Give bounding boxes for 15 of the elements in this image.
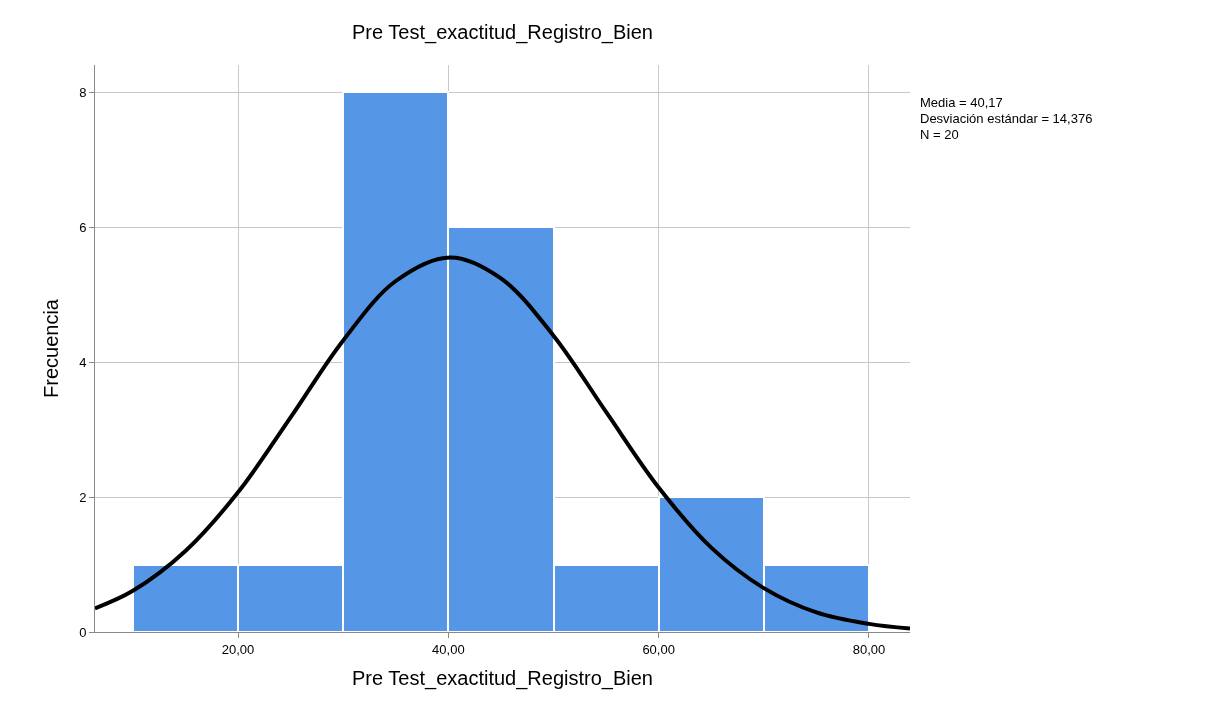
text: N = 20	[920, 127, 959, 142]
y-tick-label: 2	[79, 489, 87, 505]
y-tick-label: 0	[79, 624, 87, 640]
y-tick-label: 8	[79, 84, 87, 100]
x-tick-label: 80,00	[852, 641, 886, 657]
x-tick-label: 60,00	[642, 641, 675, 657]
chart-title: Pre Test_exactitud_Registro_Bien	[352, 21, 653, 45]
y-axis-title: Frecuencia	[39, 298, 62, 398]
x-tick-label: 20,00	[221, 641, 255, 657]
text: Media = 40,17	[920, 95, 1003, 110]
y-tick-label: 6	[79, 219, 87, 235]
text: Desviación estándar = 14,376	[920, 111, 1093, 126]
y-tick-label: 4	[79, 354, 87, 370]
x-tick-label: 40,00	[432, 641, 465, 657]
x-axis-title: Pre Test_exactitud_Registro_Bien	[352, 667, 653, 691]
